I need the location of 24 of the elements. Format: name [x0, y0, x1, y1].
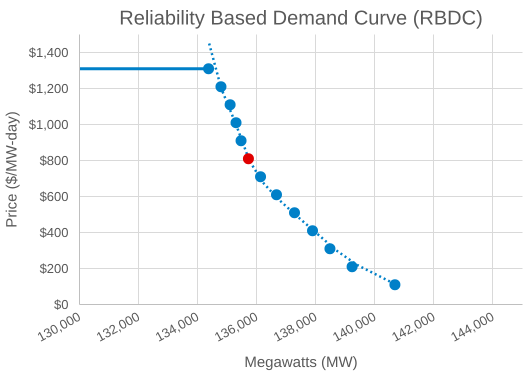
point	[236, 135, 247, 146]
y-tick-label: $400	[40, 225, 68, 240]
y-tick-label: $200	[40, 261, 68, 276]
y-tick-label: $600	[40, 189, 68, 204]
y-tick-label: $1,400	[28, 45, 69, 60]
point	[242, 153, 254, 164]
y-tick-label: $1,000	[28, 117, 69, 132]
point	[389, 279, 400, 290]
point	[203, 63, 214, 74]
y-tick-label: $1,200	[28, 81, 69, 96]
chart-title: Reliability Based Demand Curve (RBDC)	[119, 8, 483, 30]
y-axis-title: Price ($/MW-day)	[4, 111, 21, 228]
point	[289, 207, 300, 218]
point	[224, 99, 236, 110]
point	[270, 189, 282, 200]
point	[307, 225, 318, 236]
y-tick-label: $0	[54, 297, 69, 312]
y-tick-label: $800	[40, 153, 68, 168]
x-axis-title: Megawatts (MW)	[244, 354, 358, 371]
point	[215, 81, 226, 92]
point	[324, 243, 336, 254]
point	[346, 261, 358, 272]
point	[230, 117, 242, 128]
point	[255, 171, 266, 182]
